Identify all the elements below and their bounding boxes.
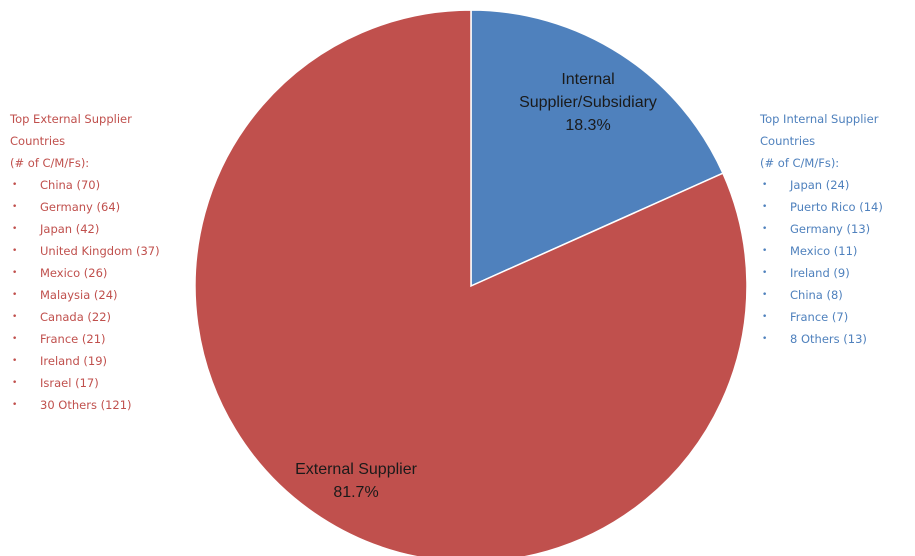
external-country-item: Canada (22) [10, 306, 190, 328]
external-country-item: Israel (17) [10, 372, 190, 394]
pie-slice [194, 9, 748, 556]
internal-country-item: 8 Others (13) [760, 328, 910, 350]
internal-country-item: Puerto Rico (14) [760, 196, 910, 218]
internal-heading-line: Countries [760, 134, 816, 148]
slice-label: Internal Supplier/Subsidiary 18.3% [519, 71, 657, 134]
external-country-item: Ireland (19) [10, 350, 190, 372]
internal-country-item: China (8) [760, 284, 910, 306]
external-panel-heading: Top External Supplier Countries (# of C/… [10, 108, 190, 174]
external-heading-line: Top External Supplier [10, 112, 132, 126]
external-country-list: China (70) Germany (64) Japan (42) Unite… [10, 174, 190, 416]
internal-country-item: France (7) [760, 306, 910, 328]
internal-country-list: Japan (24) Puerto Rico (14) Germany (13)… [760, 174, 910, 350]
external-supplier-panel: Top External Supplier Countries (# of C/… [10, 108, 190, 416]
external-country-item: Mexico (26) [10, 262, 190, 284]
internal-country-item: Mexico (11) [760, 240, 910, 262]
external-heading-line: (# of C/M/Fs): [10, 156, 90, 170]
pie-slice [470, 9, 724, 288]
external-country-item: Germany (64) [10, 196, 190, 218]
internal-heading-line: Top Internal Supplier [760, 112, 879, 126]
internal-heading-line: (# of C/M/Fs): [760, 156, 840, 170]
internal-country-item: Germany (13) [760, 218, 910, 240]
external-country-item: France (21) [10, 328, 190, 350]
external-country-item: United Kingdom (37) [10, 240, 190, 262]
external-country-item: 30 Others (121) [10, 394, 190, 416]
internal-country-item: Japan (24) [760, 174, 910, 196]
internal-panel-heading: Top Internal Supplier Countries (# of C/… [760, 108, 910, 174]
external-country-item: Malaysia (24) [10, 284, 190, 306]
external-country-item: Japan (42) [10, 218, 190, 240]
external-heading-line: Countries [10, 134, 66, 148]
external-country-item: China (70) [10, 174, 190, 196]
slice-label: External Supplier 81.7% [295, 461, 418, 501]
internal-supplier-panel: Top Internal Supplier Countries (# of C/… [760, 108, 910, 350]
internal-country-item: Ireland (9) [760, 262, 910, 284]
